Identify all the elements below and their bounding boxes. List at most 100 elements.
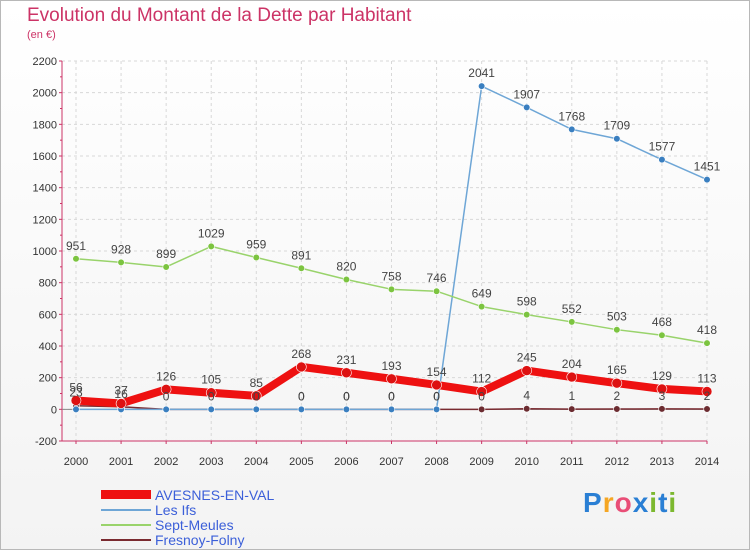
data-point-les-ifs — [703, 175, 711, 184]
data-label-fresnoy-folny: 2 — [614, 389, 621, 403]
data-point-les-ifs — [613, 135, 621, 143]
data-point-sept-meules — [72, 255, 80, 263]
data-point-les-ifs — [342, 405, 351, 413]
data-label-avesnes-en-val: 126 — [156, 369, 176, 383]
y-tick-label: 1800 — [33, 119, 57, 131]
data-label-fresnoy-folny: 23 — [69, 386, 83, 400]
data-label-fresnoy-folny: 4 — [523, 389, 530, 403]
series-sept-meules — [72, 242, 711, 347]
data-point-les-ifs — [297, 405, 305, 413]
data-point-avesnes-en-val — [160, 384, 172, 395]
logo-letter: o — [614, 487, 633, 518]
data-point-avesnes-en-val — [296, 361, 307, 373]
y-tick-label: 2200 — [33, 56, 57, 68]
data-point-sept-meules — [117, 258, 125, 267]
data-label-les-ifs: 1768 — [558, 109, 585, 123]
data-label-sept-meules: 418 — [697, 323, 717, 337]
data-label-sept-meules: 899 — [156, 247, 176, 261]
data-point-fresnoy-folny — [523, 405, 531, 413]
data-label-les-ifs: 0 — [343, 389, 350, 403]
data-point-les-ifs — [523, 103, 531, 111]
data-point-avesnes-en-val — [115, 398, 127, 409]
x-tick-label: 2002 — [154, 456, 178, 468]
data-point-avesnes-en-val — [656, 383, 668, 395]
data-point-sept-meules — [342, 275, 351, 284]
data-label-avesnes-en-val: 113 — [697, 371, 716, 385]
data-label-avesnes-en-val: 245 — [517, 351, 537, 365]
data-point-les-ifs — [252, 405, 260, 413]
data-label-avesnes-en-val: 129 — [652, 369, 672, 383]
data-point-fresnoy-folny — [568, 405, 576, 413]
x-tick-label: 2011 — [560, 456, 584, 468]
data-label-les-ifs: 1577 — [649, 140, 676, 154]
data-label-fresnoy-folny: 0 — [343, 389, 350, 403]
data-label-avesnes-en-val: 165 — [607, 363, 627, 377]
logo-letter: x — [632, 487, 650, 518]
legend-item-sept-meules: Sept-Meules — [101, 516, 274, 533]
y-tick-label: 1200 — [33, 214, 57, 226]
x-tick-labels: 2000 2001 2002 2003 2004 2005 2006 2007 2008 2009… — [64, 456, 719, 468]
data-label-les-ifs: 1907 — [513, 87, 540, 101]
y-tick-label: 400 — [39, 341, 57, 353]
y-tick-label: 1600 — [33, 151, 57, 163]
legend-label-sept-meules: Sept-Meules — [155, 516, 234, 533]
legend: AVESNES-EN-VAL Les Ifs Sept-Meules Fresn… — [101, 486, 275, 548]
data-label-avesnes-en-val: 231 — [336, 353, 356, 367]
data-point-sept-meules — [568, 318, 576, 326]
series-avesnes-en-val — [70, 361, 713, 409]
legend-item-avesnes: AVESNES-EN-VAL — [101, 486, 275, 503]
data-point-avesnes-en-val — [250, 390, 262, 402]
data-label-avesnes-en-val: 193 — [381, 359, 401, 373]
data-label-sept-meules: 552 — [562, 302, 582, 316]
data-point-avesnes-en-val — [611, 377, 623, 389]
data-point-sept-meules — [703, 339, 711, 347]
y-tick-label: 200 — [39, 373, 57, 385]
data-point-les-ifs — [568, 125, 576, 133]
x-tick-label: 2009 — [469, 456, 493, 468]
legend-swatch-avesnes — [101, 490, 151, 499]
y-tick-labels: -200 0 200 400 600 800 1000 1200 1400 1600 1800 200… — [33, 56, 57, 448]
data-label-sept-meules: 959 — [246, 237, 266, 251]
data-label-sept-meules: 928 — [111, 242, 131, 256]
data-label-avesnes-en-val: 268 — [291, 347, 311, 361]
data-point-avesnes-en-val — [521, 365, 533, 376]
data-label-les-ifs: 0 — [298, 389, 305, 403]
data-point-fresnoy-folny — [478, 405, 486, 413]
data-point-avesnes-en-val — [386, 373, 397, 385]
data-point-avesnes-en-val — [476, 386, 487, 397]
data-point-avesnes-en-val — [341, 367, 352, 379]
y-tick-label: 600 — [39, 309, 57, 321]
data-label-sept-meules: 503 — [607, 310, 627, 324]
x-tick-label: 2014 — [695, 456, 719, 468]
chart-unit-label: (en €) — [27, 29, 56, 41]
data-point-les-ifs — [387, 405, 396, 413]
legend-item-les-ifs: Les Ifs — [101, 502, 274, 518]
data-label-sept-meules: 891 — [291, 248, 311, 262]
x-tick-label: 2005 — [289, 456, 313, 468]
legend-label-avesnes: AVESNES-EN-VAL — [155, 486, 275, 503]
x-tick-label: 2012 — [605, 456, 629, 468]
legend-item-fresnoy-folny: Fresnoy-Folny — [101, 532, 274, 548]
series-lines — [70, 82, 713, 413]
data-point-avesnes-en-val — [205, 387, 217, 399]
data-label-les-ifs: 1451 — [694, 160, 721, 174]
data-labels: 23 16 0 0 0 0 0 0 0 0 4 1 2 3 20 0 0 02041190717681709157… — [66, 66, 721, 403]
data-label-avesnes-en-val: 56 — [69, 380, 83, 394]
data-label-fresnoy-folny: 0 — [388, 389, 395, 403]
series-les-ifs — [72, 82, 711, 413]
data-label-les-ifs: 1709 — [604, 119, 631, 133]
x-tick-label: 2006 — [334, 456, 358, 468]
data-point-sept-meules — [207, 242, 215, 251]
data-point-les-ifs — [432, 405, 441, 413]
data-label-fresnoy-folny: 0 — [253, 389, 260, 403]
y-tick-label: 0 — [51, 404, 57, 416]
logo-letter: r — [602, 487, 615, 518]
data-label-fresnoy-folny: 0 — [208, 389, 215, 403]
data-point-les-ifs — [207, 405, 215, 413]
data-label-avesnes-en-val: 154 — [427, 365, 447, 379]
data-label-fresnoy-folny: 0 — [478, 389, 485, 403]
x-tick-label: 2013 — [650, 456, 674, 468]
logo-letter: t — [658, 487, 669, 518]
data-point-sept-meules — [478, 302, 486, 311]
